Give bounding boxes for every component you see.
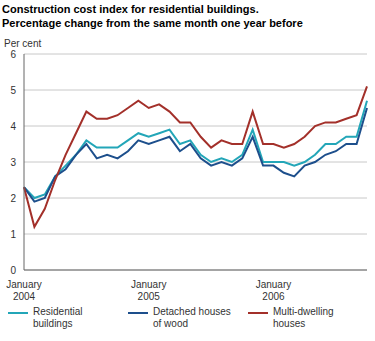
html-text:Residential buildings: Residential buildings <box>33 306 83 329</box>
svg-text:6: 6 <box>10 49 16 60</box>
svg-text:January2005: January2005 <box>131 279 167 302</box>
html-text:Per cent: Per cent <box>4 38 42 49</box>
html-text:Construction cost index for re: Construction cost index for residential … <box>2 3 259 15</box>
svg-text:5: 5 <box>10 85 16 96</box>
svg-text:4: 4 <box>10 121 16 132</box>
svg-text:0: 0 <box>10 265 16 276</box>
html-text:Multi-dwelling houses: Multi-dwelling houses <box>273 306 334 329</box>
svg-text:2: 2 <box>10 193 16 204</box>
html-text:Detached houses of wood: Detached houses of wood <box>153 306 231 329</box>
svg-text:1: 1 <box>10 229 16 240</box>
svg-text:January2006: January2006 <box>256 279 292 302</box>
html-text:Percentage change from the sam: Percentage change from the same month on… <box>2 17 303 29</box>
svg-text:3: 3 <box>10 157 16 168</box>
svg-text:January2004: January2004 <box>8 279 42 302</box>
